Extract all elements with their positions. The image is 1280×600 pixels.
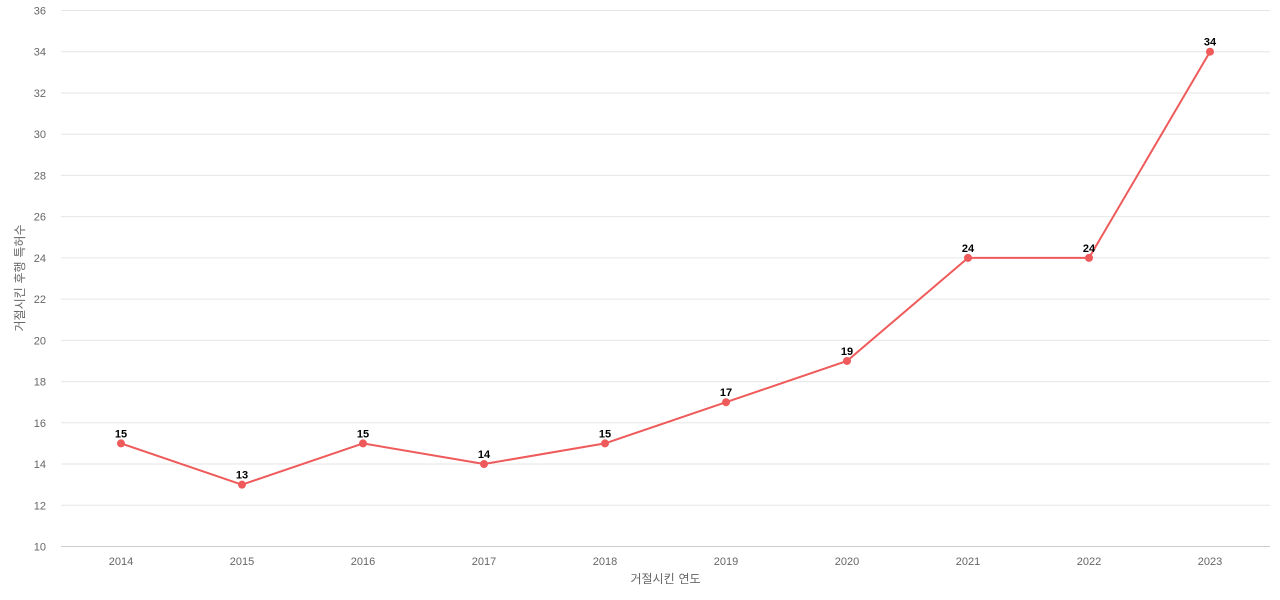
x-tick-label-2022: 2022	[1077, 556, 1101, 568]
x-tick-label-2018: 2018	[593, 556, 617, 568]
y-tick-label-20: 20	[34, 335, 46, 347]
data-label-2020: 19	[841, 346, 853, 358]
data-point-2017	[480, 460, 488, 469]
data-point-2023	[1206, 47, 1214, 56]
x-tick-label-2019: 2019	[714, 556, 738, 568]
data-point-2018	[601, 439, 609, 448]
y-tick-label-34: 34	[34, 47, 46, 59]
y-tick-label-16: 16	[34, 418, 46, 430]
y-tick-label-32: 32	[34, 88, 46, 100]
y-axis-title: 거절시킨 후행 특허수	[12, 225, 27, 332]
data-point-2014	[117, 439, 125, 448]
data-label-2015: 13	[236, 470, 248, 482]
data-labels: 15 13 15 14 15 17 19 24 24 34	[115, 37, 1217, 482]
x-tick-label-2017: 2017	[472, 556, 496, 568]
data-label-2023: 34	[1204, 37, 1217, 49]
x-tick-label-2015: 2015	[230, 556, 254, 568]
grid-lines	[61, 10, 1270, 506]
x-tick-label-2023: 2023	[1198, 556, 1222, 568]
y-tick-label-30: 30	[34, 129, 46, 141]
data-point-2022	[1085, 253, 1093, 262]
y-tick-label-10: 10	[34, 542, 46, 554]
x-tick-label-2016: 2016	[351, 556, 375, 568]
x-tick-label-2020: 2020	[835, 556, 859, 568]
y-tick-label-12: 12	[34, 500, 46, 512]
data-point-2019	[722, 398, 730, 407]
y-tick-label-14: 14	[34, 459, 46, 471]
data-label-2018: 15	[599, 428, 611, 440]
y-tick-label-28: 28	[34, 170, 46, 182]
x-tick-label-2021: 2021	[956, 556, 980, 568]
data-point-2020	[843, 356, 851, 365]
y-tick-label-26: 26	[34, 212, 46, 224]
data-point-2016	[359, 439, 367, 448]
y-tick-label-22: 22	[34, 294, 46, 306]
data-label-2019: 17	[720, 387, 732, 399]
data-label-2021: 24	[962, 243, 975, 255]
data-label-2017: 14	[478, 449, 491, 461]
series-line-0	[120, 51, 1211, 486]
x-tick-label-2014: 2014	[109, 556, 133, 568]
y-tick-label-24: 24	[34, 253, 46, 265]
y-tick-label-18: 18	[34, 377, 46, 389]
data-label-2016: 15	[357, 428, 369, 440]
data-point-2021	[964, 253, 972, 262]
data-label-2022: 24	[1083, 243, 1096, 255]
x-axis-title: 거절시킨 연도	[630, 572, 700, 586]
data-point-2015	[238, 480, 246, 489]
x-axis-ticks: 2014 2015 2016 2017 2018 2019 2020 2021 2022 2023	[109, 556, 1222, 568]
y-tick-label-36: 36	[34, 6, 46, 18]
data-label-2014: 15	[115, 428, 127, 440]
y-axis-ticks: 10 12 14 16 18 20 22 24 26 28 30 32 34 36	[34, 6, 46, 554]
series-layer	[117, 47, 1214, 489]
